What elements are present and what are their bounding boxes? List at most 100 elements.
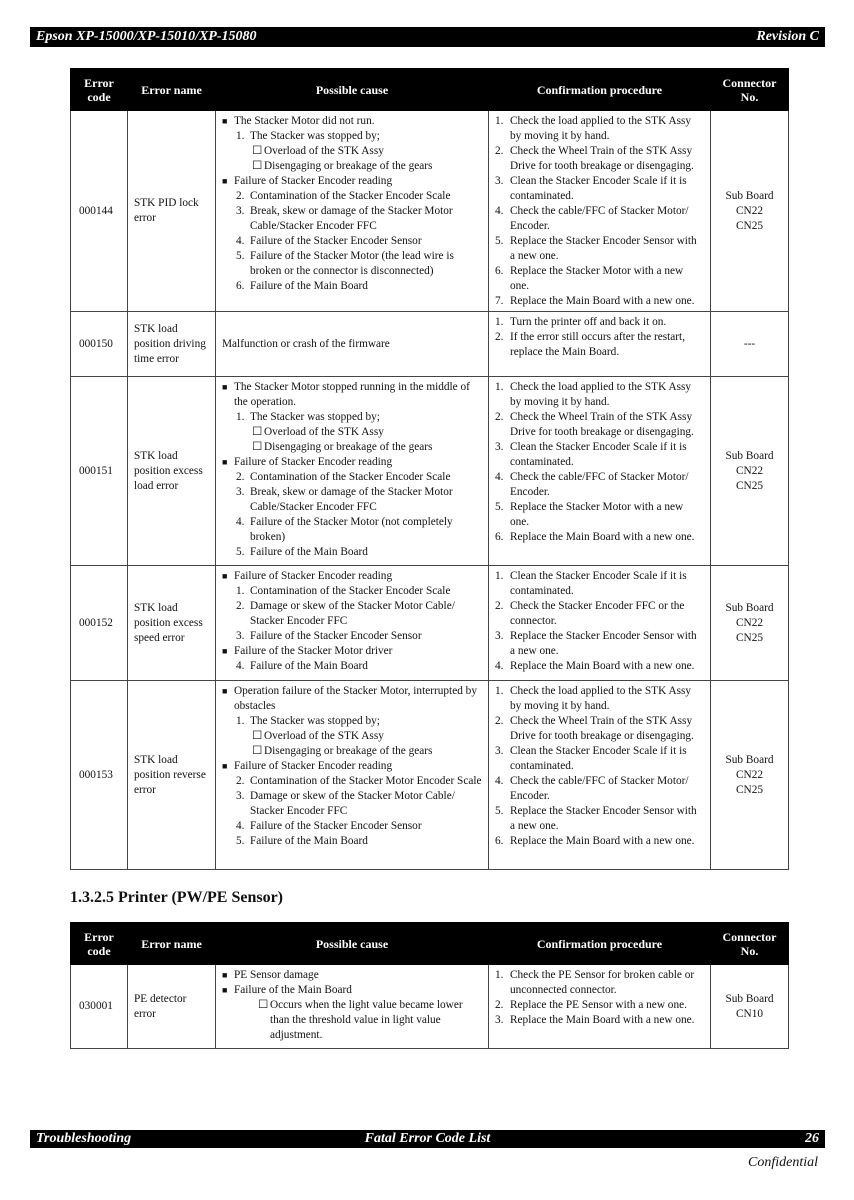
item-number: 4. [236,820,245,832]
column-header: Confirmation procedure [488,68,711,111]
error-code: 000151 [70,376,128,566]
cause-text: Break, skew or damage of the Stacker Mot… [250,205,453,232]
cause-item: ■ Operation failure of the Stacker Motor,… [222,684,482,714]
cause-item: ■ Failure of Stacker Encoder reading [222,174,482,189]
error-table-pe-sensor: Error code Error name Possible cause Confir… [70,922,789,1049]
step-text: Check the cable/FFC of Stacker Motor/ En… [510,471,689,498]
procedure-step: 5. Replace the Stacker Encoder Sensor wit… [495,234,704,264]
step-number: 4. [495,471,504,483]
cause-item: 2. Contamination of the Stacker Encoder S… [222,189,482,204]
step-text: Check the Stacker Encoder FFC or the con… [510,600,685,627]
error-code: 000150 [70,311,128,377]
step-number: 5. [495,805,504,817]
cause-text: Failure of the Main Board [250,660,368,672]
item-number: 6. [236,280,245,292]
item-number: 1. [236,411,245,423]
column-header: Connector No. [710,922,789,965]
connector-line: CN22 [736,768,763,781]
cause-text: Failure of Stacker Encoder reading [234,760,393,772]
item-number: 3. [236,486,245,498]
cause-item: ■ The Stacker Motor stopped running in th… [222,380,482,410]
connector-line: CN22 [736,464,763,477]
cause-text: The Stacker was stopped by; [250,411,380,423]
connector-no: Sub Board CN22 CN25 [710,565,789,681]
confirmation-procedure: 1. Check the load applied to the STK Assy… [488,680,711,870]
step-text: Check the load applied to the STK Assy b… [510,115,692,142]
step-text: Check the cable/FFC of Stacker Motor/ En… [510,205,689,232]
step-number: 4. [495,775,504,787]
error-code: 000153 [70,680,128,870]
table-row: 030001 PE detector error ■ PE Sensor damage… [70,964,789,1049]
procedure-step: 3. Clean the Stacker Encoder Scale if it … [495,440,704,470]
cause-item: 3. Failure of the Stacker Encoder Sensor [222,629,482,644]
step-text: Replace the Main Board with a new one. [510,835,695,847]
cause-text: Break, skew or damage of the Stacker Mot… [250,486,453,513]
cause-item: ■ Failure of Stacker Encoder reading [222,455,482,470]
cause-item: 2. Contamination of the Stacker Encoder S… [222,470,482,485]
section-heading: 1.3.2.5 Printer (PW/PE Sensor) [70,889,284,906]
procedure-step: 2. Check the Stacker Encoder FFC or the c… [495,599,704,629]
item-number: 1. [236,585,245,597]
table-row: 000151 STK load position excess load erro… [70,376,789,566]
error-name: STK load position excess load error [127,376,216,566]
step-number: 2. [495,600,504,612]
cause-item: ■ Failure of Stacker Encoder reading [222,759,482,774]
cause-item: 1. The Stacker was stopped by; [222,410,482,425]
cause-item: 1. The Stacker was stopped by; [222,129,482,144]
column-header: Possible cause [215,68,489,111]
cause-text: The Stacker was stopped by; [250,130,380,142]
step-number: 1. [495,969,504,981]
step-number: 1. [495,685,504,697]
cause-text: Failure of the Main Board [250,835,368,847]
error-name: STK load position excess speed error [127,565,216,681]
cause-item: ■ The Stacker Motor did not run. [222,114,482,129]
connector-line: Sub Board [725,189,774,202]
connector-line: Sub Board [725,753,774,766]
item-number: 2. [236,775,245,787]
cause-text: Failure of the Stacker Motor driver [234,645,393,657]
procedure-step: 3. Replace the Stacker Encoder Sensor wit… [495,629,704,659]
column-header: Error name [127,68,216,111]
checkbox-icon: ☐ [258,999,269,1011]
step-number: 4. [495,205,504,217]
bullet-icon: ■ [222,116,228,126]
item-number: 5. [236,250,245,262]
procedure-step: 2. Check the Wheel Train of the STK Assy … [495,410,704,440]
bullet-icon: ■ [222,761,228,771]
checkbox-icon: ☐ [252,441,263,453]
item-number: 1. [236,130,245,142]
error-name: STK load position driving time error [127,311,216,377]
error-code: 000152 [70,565,128,681]
confirmation-procedure: 1. Check the PE Sensor for broken cable o… [488,964,711,1049]
procedure-step: 5. Replace the Stacker Motor with a new o… [495,500,704,530]
item-number: 2. [236,471,245,483]
connector-no: Sub Board CN10 [710,964,789,1049]
item-number: 4. [236,235,245,247]
cause-item: 3. Damage or skew of the Stacker Motor Ca… [222,789,482,819]
connector-line: CN25 [736,479,763,492]
bullet-icon: ■ [222,382,228,392]
cause-text: Damage or skew of the Stacker Motor Cabl… [250,600,455,627]
cause-text: The Stacker was stopped by; [250,715,380,727]
header-row: Error code Error name Possible cause Confir… [70,68,789,111]
item-number: 3. [236,630,245,642]
column-header: Connector No. [710,68,789,111]
cause-text: Overload of the STK Assy [264,145,384,157]
step-text: Replace the Stacker Motor with a new one… [510,265,684,292]
step-number: 1. [495,115,504,127]
procedure-step: 6. Replace the Main Board with a new one. [495,530,704,545]
procedure-step: 3. Clean the Stacker Encoder Scale if it … [495,744,704,774]
connector-no: Sub Board CN22 CN25 [710,680,789,870]
step-number: 3. [495,441,504,453]
step-number: 1. [495,381,504,393]
step-number: 3. [495,1014,504,1026]
cause-item: 4. Failure of the Main Board [222,659,482,674]
cause-text: Operation failure of the Stacker Motor, … [234,685,477,712]
cause-item: ☐ Overload of the STK Assy [222,144,482,159]
step-text: Replace the Main Board with a new one. [510,531,695,543]
item-number: 2. [236,600,245,612]
cause-item: 6. Failure of the Main Board [222,279,482,294]
confidential-label: Confidential [748,1155,818,1170]
step-number: 6. [495,265,504,277]
procedure-step: 4. Replace the Main Board with a new one. [495,659,704,674]
